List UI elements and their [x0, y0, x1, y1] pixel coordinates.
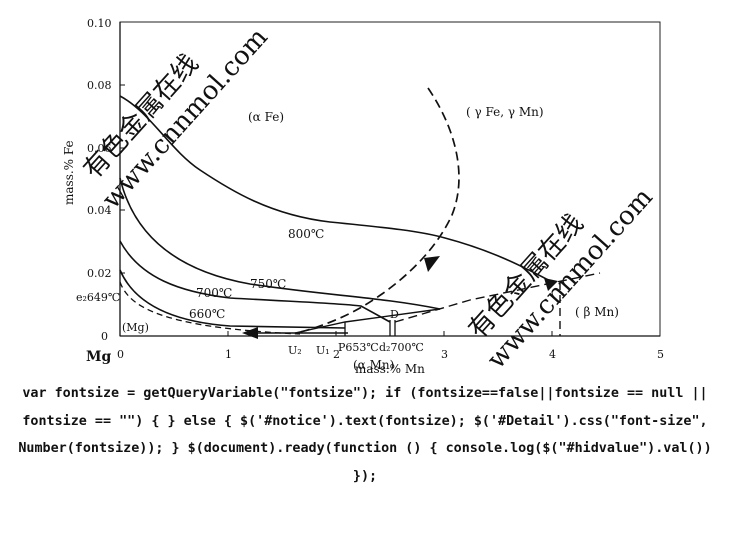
isotherm-label-800: 800℃: [288, 227, 324, 241]
invariant-verticals: [344, 320, 396, 336]
region-alpha-fe: (α Fe): [248, 110, 284, 124]
isotherm-label-700: 700℃: [196, 286, 232, 300]
isotherm-700-curve: [119, 240, 391, 323]
isotherm-label-660: 660℃: [189, 307, 225, 321]
region-mg: (Mg): [122, 321, 149, 334]
x-tick-label: 1: [225, 348, 232, 361]
region-alpha-mn: (α Mn): [353, 358, 394, 372]
watermark-top: 有色金属在线 www.cnnmol.com: [78, 23, 274, 215]
diagonal-dashed: [394, 272, 601, 323]
isotherm-800-curve: [119, 95, 553, 283]
x-tick-label: 5: [657, 348, 664, 361]
code-snippet-text: var fontsize = getQueryVariable("fontsiz…: [18, 386, 712, 484]
u2-line: [294, 308, 441, 334]
x-axis-name: Mg: [86, 349, 111, 365]
x-tick-label: 3: [441, 348, 448, 361]
isotherm-label-750: 750℃: [250, 277, 286, 291]
watermark-bottom: 有色金属在线 www.cnnmol.com: [463, 183, 659, 375]
phase-diagram: 有色金属在线 www.cnnmol.com 有色金属在线 www.cnnmol.…: [62, 17, 664, 376]
region-gamma: ( γ Fe, γ Mn): [466, 105, 544, 119]
region-beta-mn: ( β Mn): [575, 305, 619, 319]
x-axis-label: mass.% Mn: [355, 362, 425, 376]
point-d2: d₂700℃: [379, 341, 424, 354]
x-tick-label: 2: [333, 348, 340, 361]
x-tick-label: 0: [117, 348, 124, 361]
y-tick-label: 0.08: [87, 79, 112, 92]
point-p: P653℃: [338, 341, 379, 354]
point-e2: e₂649℃: [76, 291, 120, 304]
y-tick-label: 0.02: [87, 267, 112, 280]
point-d: D: [390, 308, 399, 321]
isotherm-750-curve: [119, 177, 441, 310]
y-tick-label: 0.10: [87, 17, 112, 30]
point-u2: U₂: [288, 344, 302, 357]
arrows: [242, 256, 558, 339]
y-tick-label: 0.06: [87, 142, 112, 155]
y-tick-label: 0: [101, 330, 108, 343]
isotherm-660-curve: [119, 269, 346, 329]
point-u1: U₁: [316, 344, 330, 357]
y-axis-label: mass.% Fe: [62, 140, 76, 205]
x-tick-label: 4: [549, 348, 556, 361]
gamma-boundary-dashed: [295, 87, 460, 334]
y-tick-label: 0.04: [87, 204, 112, 217]
